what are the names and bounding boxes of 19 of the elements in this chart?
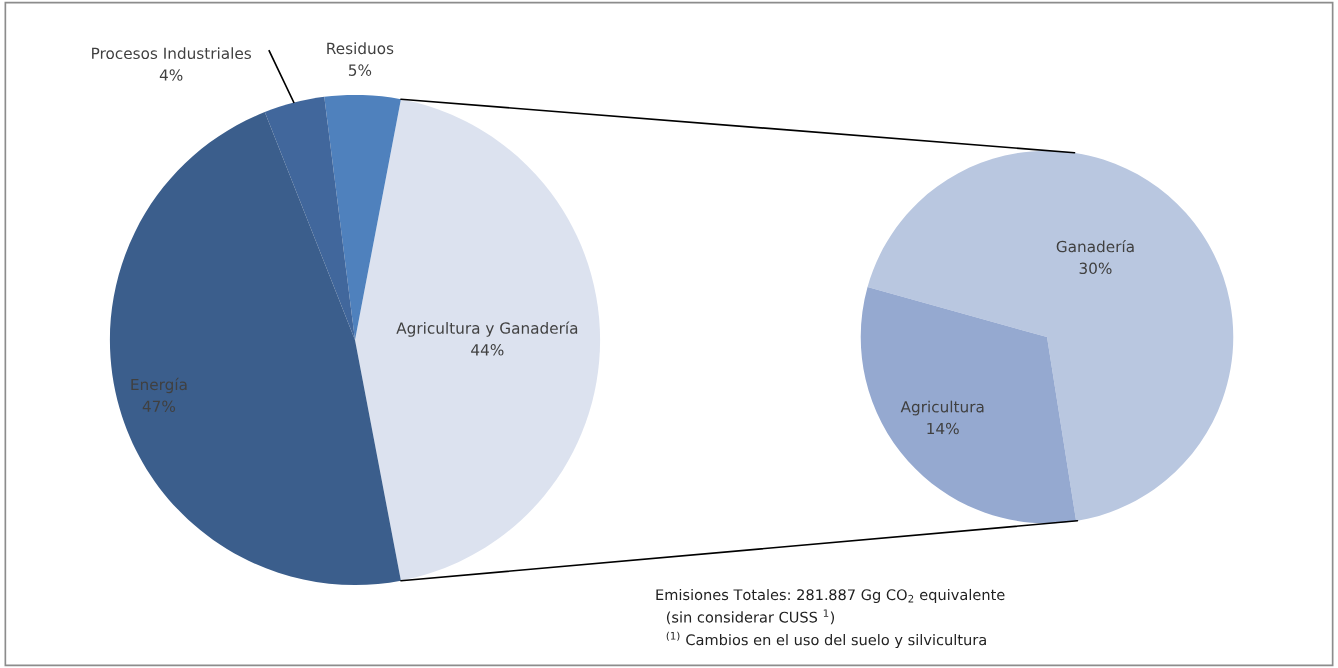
- data-label: 4%: [159, 69, 183, 81]
- data-label: 47%: [142, 400, 176, 412]
- pie-slice: [355, 99, 601, 581]
- data-label: 30%: [1079, 262, 1112, 275]
- slice-label: Residuos: [327, 42, 394, 55]
- data-label: 44%: [471, 344, 504, 356]
- slice-label: Procesos Industriales: [92, 47, 252, 60]
- slice-label: Agricultura y Ganadería: [396, 321, 578, 337]
- slice-label: Energía: [131, 377, 187, 394]
- data-label: 5%: [348, 64, 372, 76]
- pie-slice: [860, 287, 1077, 524]
- pie-slice: [867, 150, 1234, 521]
- text: Emisiones Totales: 281.887 Gg CO$_{2}$ equivalente: [656, 588, 1005, 604]
- pie-slice: [264, 96, 355, 340]
- slice-label: Agricultura: [900, 400, 984, 416]
- text: (sin considerar CUSS $^{1}$): [666, 609, 835, 625]
- data-label: 14%: [927, 422, 959, 435]
- slice-label: Ganadería: [1056, 239, 1134, 253]
- text: $^{(1)}$ Cambios en el uso del suelo y silvicultura: [666, 631, 986, 649]
